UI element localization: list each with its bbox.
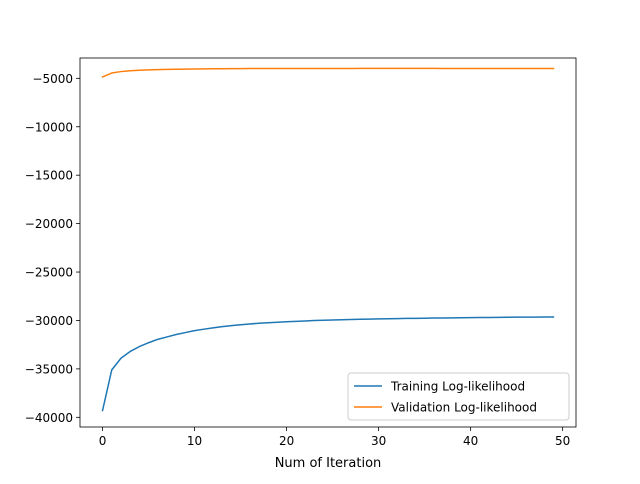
y-tick-label: −20000 [25, 217, 73, 231]
x-tick-label: 10 [187, 434, 202, 448]
y-tick-label: −40000 [25, 411, 73, 425]
series-line-training [101, 316, 555, 412]
x-axis-label: Num of Iteration [275, 456, 382, 471]
y-tick-label: −10000 [25, 120, 73, 134]
series-layer [101, 67, 555, 412]
y-tick-label: −30000 [25, 314, 73, 328]
x-tick-label: 30 [371, 434, 386, 448]
y-tick-label: −5000 [32, 72, 73, 86]
axes-layer: 0 10 20 30 40 50 −40000 −35000 −30000 −25000 −2000… [25, 57, 577, 448]
x-tick-label: 50 [555, 434, 570, 448]
series-line-validation [101, 67, 555, 78]
axes-frame [79, 57, 577, 428]
y-tick-label: −35000 [25, 362, 73, 376]
y-tick-label: −15000 [25, 169, 73, 183]
legend-label: Training Log-likelihood [390, 380, 525, 394]
legend-box [347, 372, 570, 421]
legend-label: Validation Log-likelihood [391, 401, 537, 415]
legend: Training Log-likelihood Validation Log-li… [347, 372, 570, 421]
x-tick-label: 40 [463, 434, 478, 448]
x-tick-label: 0 [99, 434, 107, 448]
x-tick-label: 20 [279, 434, 294, 448]
y-tick-label: −25000 [25, 266, 73, 280]
